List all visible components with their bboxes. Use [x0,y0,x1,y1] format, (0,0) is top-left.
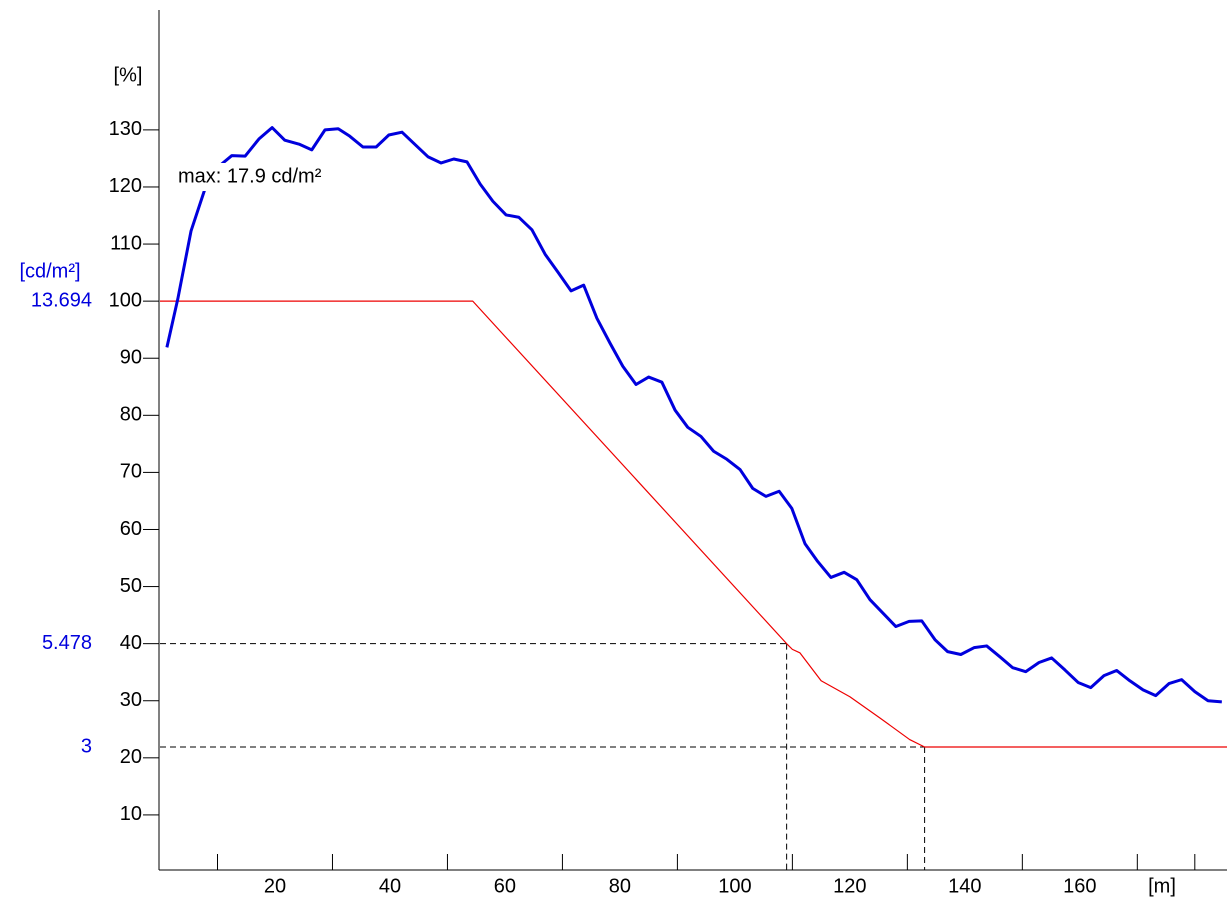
luminance-label: 13.694 [31,289,92,311]
y-tick-label: 80 [120,404,142,426]
luminance-label: 3 [81,735,92,757]
y-tick-label: 10 [120,803,142,825]
annotation-bg [174,163,360,191]
x-tick-label: 20 [264,875,286,897]
x-tick-label: 100 [718,875,751,897]
annotation: max: 17.9 cd/m² [178,165,322,187]
y2-axis-label: [cd/m²] [19,260,80,282]
x-tick-label: 40 [379,875,401,897]
y-tick-label: 130 [109,118,142,140]
y-axis-label: [%] [114,64,143,86]
y-tick-label: 30 [120,689,142,711]
y-tick-label: 70 [120,461,142,483]
x-tick-label: 160 [1063,875,1096,897]
y-tick-label: 100 [109,289,142,311]
series-line [160,300,1227,748]
y-tick-label: 120 [109,175,142,197]
y-tick-label: 90 [120,347,142,369]
y-tick-label: 50 [120,575,142,597]
x-tick-label: 60 [494,875,516,897]
x-tick-label: 120 [833,875,866,897]
x-axis-label: [m] [1148,875,1176,897]
x-tick-label: 140 [948,875,981,897]
y-tick-label: 40 [120,632,142,654]
x-tick-label: 80 [609,875,631,897]
y-tick-label: 60 [120,518,142,540]
y-tick-label: 20 [120,746,142,768]
y-tick-label: 110 [110,232,142,254]
luminance-label: 5.478 [42,632,92,654]
series-line [165,126,1222,704]
